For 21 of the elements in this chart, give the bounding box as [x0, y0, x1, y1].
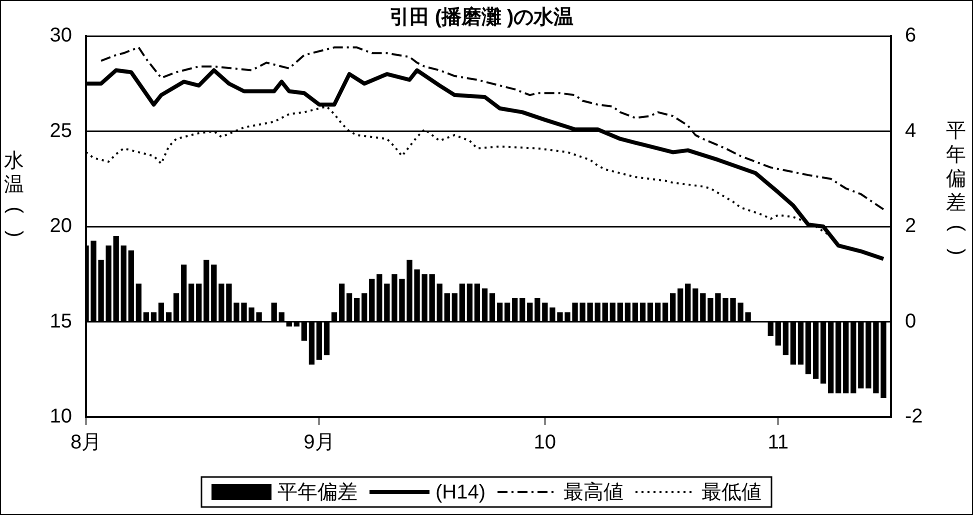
x-tick-label: 11: [768, 432, 789, 454]
y2-tick-label: 0: [905, 310, 916, 332]
y2-axis-title: 平年偏差(): [945, 120, 968, 258]
y2-tick-label: 6: [905, 24, 916, 47]
y-tick-label: 10: [50, 406, 72, 428]
y2-tick-label: 4: [905, 120, 916, 142]
y2-tick-label: -2: [905, 406, 923, 428]
x-tick-label: 9月: [304, 432, 335, 454]
legend-label: 最低値: [702, 482, 762, 504]
legend-label: 最高値: [564, 480, 624, 504]
y-tick-label: 25: [50, 120, 72, 142]
x-tick-label: 8月: [70, 432, 102, 454]
chart-title: 引田 (播磨灘 )の水温: [389, 6, 574, 29]
legend-label: (H14): [435, 482, 486, 504]
y-axis-title: 水温(): [3, 150, 26, 240]
y-tick-label: 30: [50, 24, 72, 47]
y-tick-label: 15: [50, 310, 72, 332]
legend-label: 平年偏差: [277, 482, 358, 504]
y2-tick-label: 2: [905, 215, 916, 238]
x-tick-label: 10: [534, 432, 556, 454]
y-tick-label: 20: [50, 215, 72, 238]
